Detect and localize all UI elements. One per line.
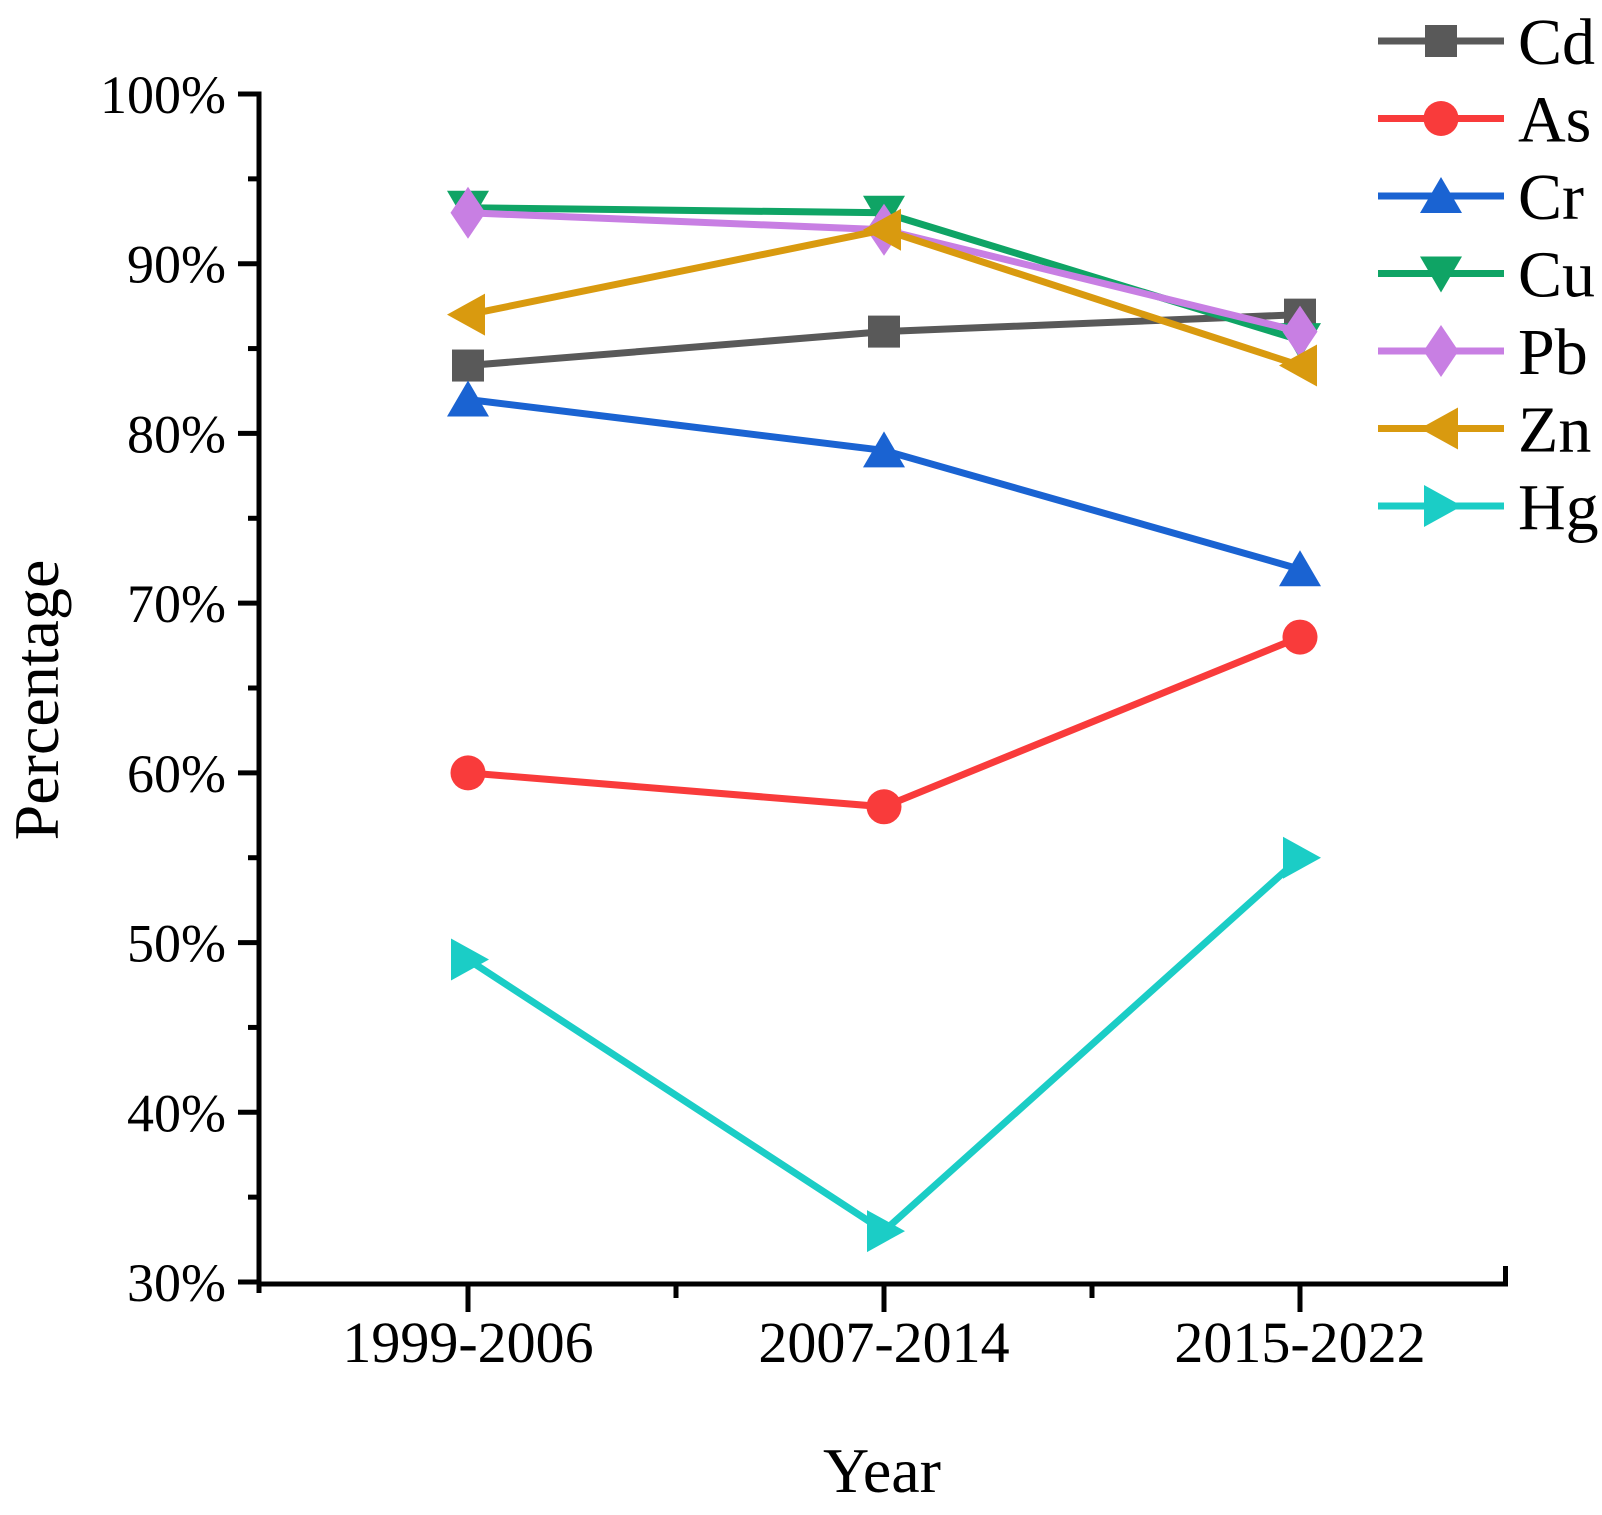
marker-Cr-2 (1279, 550, 1321, 587)
marker-Hg-0 (451, 938, 489, 981)
y-tick-label: 80% (127, 404, 226, 464)
legend-marker-As (1423, 101, 1459, 136)
legend-label-Cd: Cd (1518, 6, 1595, 79)
legend-entry-Cr: Cr (1378, 161, 1584, 234)
y-axis-title: Percentage (1, 560, 72, 841)
x-tick-label: 2015-2022 (1174, 1310, 1425, 1375)
series-line-As (467, 633, 1302, 811)
marker-Zn-0 (447, 293, 485, 336)
x-tick-label: 2007-2014 (758, 1310, 1009, 1375)
series-line-Cr (467, 396, 1301, 573)
marker-Cr-1 (863, 431, 905, 468)
marker-Hg-2 (1283, 836, 1321, 879)
marker-As-0 (450, 755, 486, 791)
legend-label-Pb: Pb (1518, 316, 1588, 389)
marker-Cd-0 (452, 349, 484, 382)
series-line-Hg (466, 855, 1303, 1236)
marker-As-1 (866, 789, 902, 825)
marker-Pb-2 (1282, 305, 1318, 358)
legend-label-Cr: Cr (1518, 161, 1584, 234)
legend-entry-As: As (1378, 84, 1591, 157)
legend-entry-Pb: Pb (1378, 316, 1588, 389)
legend-marker-Pb (1423, 325, 1459, 377)
y-tick-label: 90% (127, 235, 226, 295)
x-axis-title: Year (823, 1435, 941, 1506)
legend-entry-Cd: Cd (1378, 6, 1595, 79)
x-tick-label: 1999-2006 (342, 1310, 593, 1375)
legend-entry-Hg: Hg (1378, 471, 1599, 544)
marker-Hg-1 (867, 1210, 905, 1253)
legend-entry-Cu: Cu (1378, 239, 1595, 312)
axes-layer (238, 91, 1508, 1312)
marker-Zn-1 (863, 208, 901, 251)
legend-label-Zn: Zn (1518, 394, 1591, 467)
y-tick-label: 50% (127, 914, 226, 974)
legend-label-Cu: Cu (1518, 239, 1595, 312)
series-layer (447, 186, 1321, 1253)
legend-marker-Cr (1420, 177, 1462, 213)
y-tick-label: 30% (127, 1253, 226, 1313)
legend-marker-Zn (1420, 407, 1458, 450)
y-tick-label: 40% (127, 1083, 226, 1143)
legend-marker-Cu (1420, 256, 1462, 293)
legend-entry-Zn: Zn (1378, 394, 1591, 467)
legend-label-As: As (1518, 84, 1591, 157)
marker-Cd-1 (868, 315, 900, 348)
y-tick-label: 100% (100, 65, 226, 125)
marker-As-2 (1282, 619, 1318, 655)
legend-label-Hg: Hg (1518, 471, 1599, 544)
y-tick-label: 70% (127, 574, 226, 634)
legend-marker-Cd (1425, 25, 1457, 57)
y-tick-label: 60% (127, 744, 226, 804)
legend-marker-Hg (1424, 485, 1462, 527)
marker-Pb-0 (450, 186, 486, 239)
labels-layer: Percentage Year 30% 40% 50% 60% 70% 80% 90% 100… (1, 65, 1426, 1506)
marker-Cr-0 (447, 380, 489, 417)
marker-Zn-2 (1279, 344, 1317, 387)
